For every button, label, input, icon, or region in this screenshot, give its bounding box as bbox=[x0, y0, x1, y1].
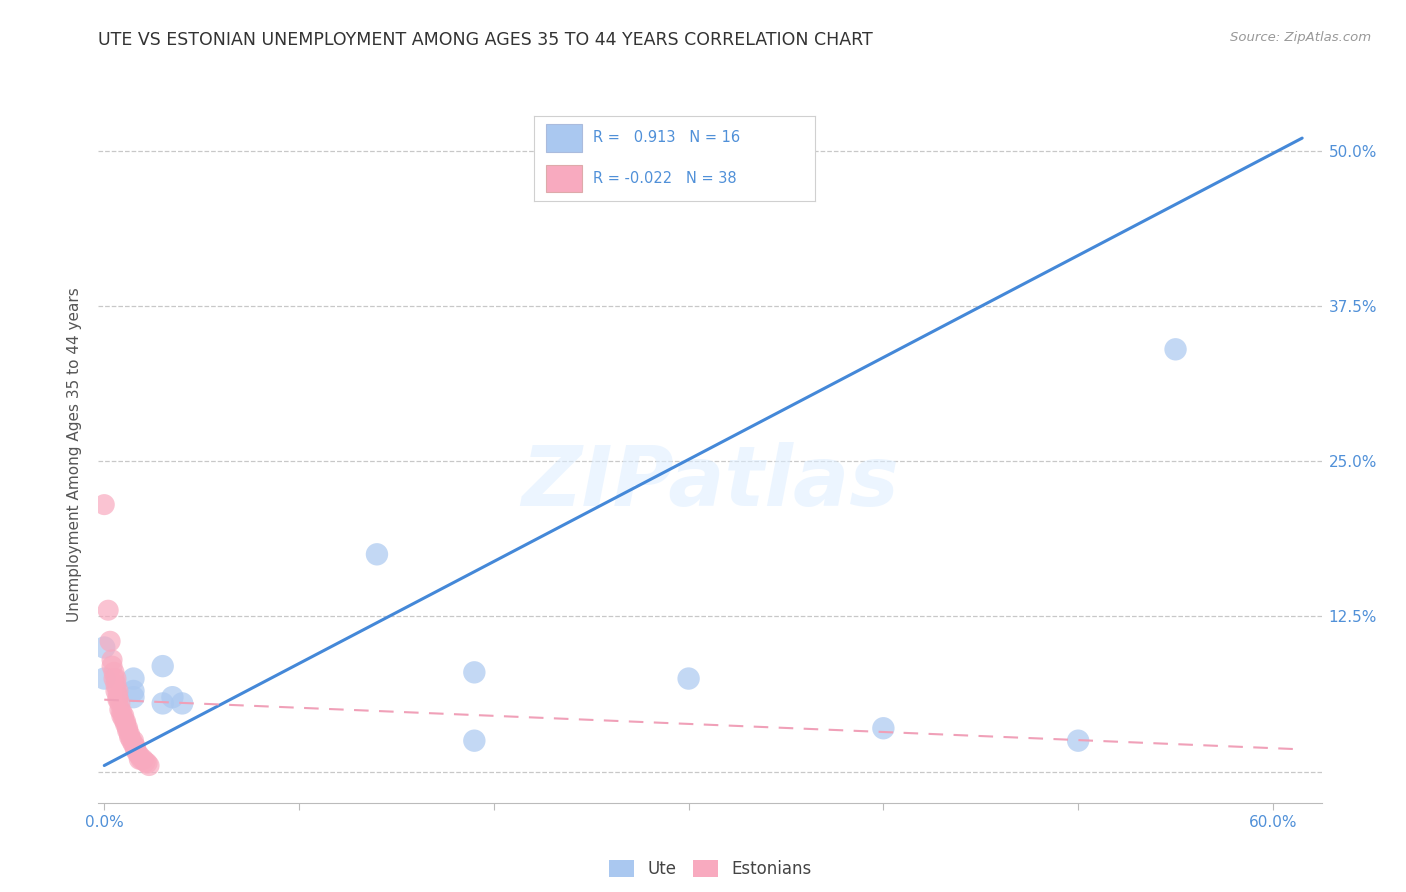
Point bbox=[93, 498, 115, 512]
Legend: Ute, Estonians: Ute, Estonians bbox=[602, 854, 818, 885]
Point bbox=[463, 665, 485, 680]
Point bbox=[108, 697, 131, 711]
Point bbox=[107, 690, 129, 705]
Point bbox=[93, 672, 115, 686]
FancyBboxPatch shape bbox=[546, 165, 582, 192]
Point bbox=[366, 547, 388, 561]
Point bbox=[117, 723, 139, 738]
Point bbox=[132, 752, 155, 766]
Text: R =   0.913   N = 16: R = 0.913 N = 16 bbox=[593, 130, 741, 145]
Point bbox=[93, 640, 115, 655]
Point bbox=[112, 708, 135, 723]
Text: R = -0.022   N = 38: R = -0.022 N = 38 bbox=[593, 171, 737, 186]
Point bbox=[128, 752, 150, 766]
Point bbox=[112, 713, 135, 727]
Point bbox=[107, 684, 129, 698]
Point bbox=[104, 684, 127, 698]
Point bbox=[134, 755, 156, 769]
Point bbox=[97, 603, 120, 617]
Point bbox=[124, 739, 146, 754]
Point bbox=[118, 727, 141, 741]
Point bbox=[117, 721, 139, 735]
Point bbox=[152, 659, 174, 673]
Point bbox=[114, 714, 136, 729]
FancyBboxPatch shape bbox=[546, 125, 582, 152]
Point bbox=[162, 690, 184, 705]
Point bbox=[172, 697, 194, 711]
Point bbox=[463, 733, 485, 747]
Point bbox=[122, 690, 145, 705]
Point bbox=[107, 692, 129, 706]
Point bbox=[122, 738, 145, 752]
Point bbox=[108, 703, 131, 717]
Point bbox=[103, 672, 125, 686]
Point bbox=[129, 752, 152, 766]
Point bbox=[121, 733, 143, 747]
Point bbox=[138, 758, 160, 772]
Text: UTE VS ESTONIAN UNEMPLOYMENT AMONG AGES 35 TO 44 YEARS CORRELATION CHART: UTE VS ESTONIAN UNEMPLOYMENT AMONG AGES … bbox=[98, 31, 873, 49]
Point bbox=[104, 678, 127, 692]
Point bbox=[101, 653, 124, 667]
Text: Source: ZipAtlas.com: Source: ZipAtlas.com bbox=[1230, 31, 1371, 45]
Point bbox=[122, 684, 145, 698]
Point bbox=[98, 634, 121, 648]
Text: ZIPatlas: ZIPatlas bbox=[522, 442, 898, 524]
Point bbox=[124, 742, 146, 756]
Point bbox=[1164, 343, 1187, 357]
Point bbox=[114, 717, 136, 731]
Point bbox=[118, 730, 141, 744]
Point bbox=[127, 746, 149, 760]
Point bbox=[101, 659, 124, 673]
Point bbox=[678, 672, 700, 686]
Y-axis label: Unemployment Among Ages 35 to 44 years: Unemployment Among Ages 35 to 44 years bbox=[67, 287, 83, 623]
Point bbox=[111, 708, 134, 723]
Point bbox=[111, 705, 134, 719]
Point bbox=[136, 756, 159, 770]
Point bbox=[1067, 733, 1090, 747]
Point bbox=[122, 672, 145, 686]
Point bbox=[152, 697, 174, 711]
Point bbox=[103, 665, 125, 680]
Point bbox=[104, 672, 127, 686]
Point bbox=[122, 733, 145, 747]
Point bbox=[128, 748, 150, 763]
Point bbox=[872, 721, 894, 735]
